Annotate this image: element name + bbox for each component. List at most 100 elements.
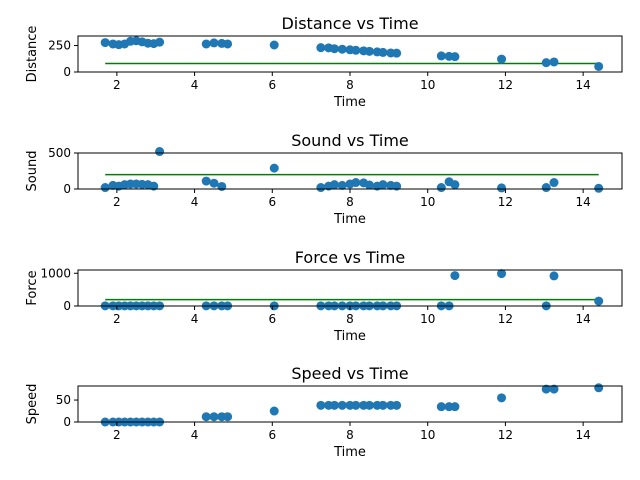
data-point — [497, 393, 507, 403]
data-point — [329, 44, 339, 54]
data-point — [269, 163, 279, 173]
x-tick-label: 4 — [191, 195, 199, 209]
data-point — [549, 178, 559, 188]
data-point — [209, 178, 219, 188]
data-point — [155, 37, 165, 47]
data-point — [100, 38, 110, 48]
y-tick-label: 0 — [63, 299, 71, 313]
x-tick-label: 6 — [268, 428, 276, 442]
data-point — [497, 269, 507, 279]
data-point — [392, 181, 402, 191]
data-points — [100, 383, 604, 427]
y-axis-label: Speed — [25, 384, 40, 425]
x-tick-label: 12 — [498, 78, 513, 92]
data-point — [316, 400, 326, 410]
data-point — [450, 402, 460, 412]
data-points — [100, 147, 604, 193]
data-point — [351, 400, 361, 410]
x-tick-label: 6 — [268, 195, 276, 209]
data-point — [351, 45, 361, 55]
y-tick-label: 0 — [63, 182, 71, 196]
data-point — [329, 180, 339, 190]
x-tick-label: 14 — [576, 78, 591, 92]
x-tick-label: 10 — [420, 312, 435, 326]
data-point — [450, 271, 460, 281]
data-point — [594, 383, 604, 393]
x-axis-label: Time — [333, 212, 366, 227]
subplot-title: Distance vs Time — [281, 14, 418, 33]
x-tick-label: 8 — [346, 312, 354, 326]
data-point — [217, 181, 227, 191]
subplot-title: Sound vs Time — [291, 131, 409, 150]
data-point — [155, 147, 165, 157]
data-point — [201, 412, 211, 422]
data-point — [594, 183, 604, 193]
data-point — [337, 400, 347, 410]
x-axis-label: Time — [333, 95, 366, 110]
data-points — [100, 269, 604, 311]
x-tick-label: 2 — [113, 312, 121, 326]
data-point — [337, 44, 347, 54]
x-axis-label: Time — [333, 329, 366, 344]
x-tick-label: 14 — [576, 428, 591, 442]
data-point — [316, 43, 326, 53]
data-point — [436, 183, 446, 193]
data-point — [100, 183, 110, 193]
subplot-title: Force vs Time — [295, 248, 405, 267]
y-axis-label: Force — [25, 270, 40, 305]
x-tick-label: 2 — [113, 78, 121, 92]
x-tick-label: 10 — [420, 428, 435, 442]
data-point — [497, 54, 507, 64]
data-point — [436, 51, 446, 61]
subplot-1: Distance vs Time 2 4 6 8 10 12 14 0 250 Time Distan… — [25, 14, 623, 110]
x-tick-label: 2 — [113, 428, 121, 442]
data-point — [201, 176, 211, 186]
data-point — [149, 181, 159, 191]
subplot-title: Speed vs Time — [291, 364, 408, 383]
x-tick-label: 14 — [576, 195, 591, 209]
data-point — [223, 412, 233, 422]
data-point — [594, 296, 604, 306]
x-tick-label: 12 — [498, 428, 513, 442]
y-tick-label: 500 — [48, 146, 71, 160]
data-point — [337, 180, 347, 190]
data-point — [392, 48, 402, 58]
y-tick-label: 0 — [63, 415, 71, 429]
x-tick-label: 4 — [191, 428, 199, 442]
x-tick-label: 10 — [420, 78, 435, 92]
subplot-3: Force vs Time 2 4 6 8 10 12 14 0 1000 Time Force — [25, 248, 623, 344]
data-point — [269, 40, 279, 50]
subplot-4: Speed vs Time 2 4 6 8 10 12 14 0 50 Time Speed — [25, 364, 623, 460]
x-tick-label: 12 — [498, 195, 513, 209]
x-tick-label: 8 — [346, 195, 354, 209]
x-tick-label: 2 — [113, 195, 121, 209]
data-point — [269, 406, 279, 416]
data-point — [364, 180, 374, 190]
y-tick-label: 1000 — [40, 266, 71, 280]
data-point — [378, 400, 388, 410]
data-point — [378, 47, 388, 57]
x-tick-label: 4 — [191, 312, 199, 326]
data-point — [329, 400, 339, 410]
data-point — [364, 400, 374, 410]
data-point — [351, 178, 361, 188]
data-point — [316, 183, 326, 193]
x-tick-label: 6 — [268, 312, 276, 326]
data-point — [497, 183, 507, 193]
x-axis-label: Time — [333, 445, 366, 460]
y-axis-label: Sound — [25, 151, 40, 192]
y-axis-label: Distance — [25, 26, 40, 83]
data-point — [541, 183, 551, 193]
y-tick-label: 50 — [56, 393, 71, 407]
data-point — [541, 384, 551, 394]
data-point — [450, 52, 460, 62]
data-point — [541, 58, 551, 68]
data-point — [392, 400, 402, 410]
x-tick-label: 12 — [498, 312, 513, 326]
x-tick-label: 8 — [346, 428, 354, 442]
data-point — [450, 180, 460, 190]
data-point — [549, 57, 559, 67]
x-tick-label: 10 — [420, 195, 435, 209]
x-tick-label: 6 — [268, 78, 276, 92]
data-point — [549, 384, 559, 394]
